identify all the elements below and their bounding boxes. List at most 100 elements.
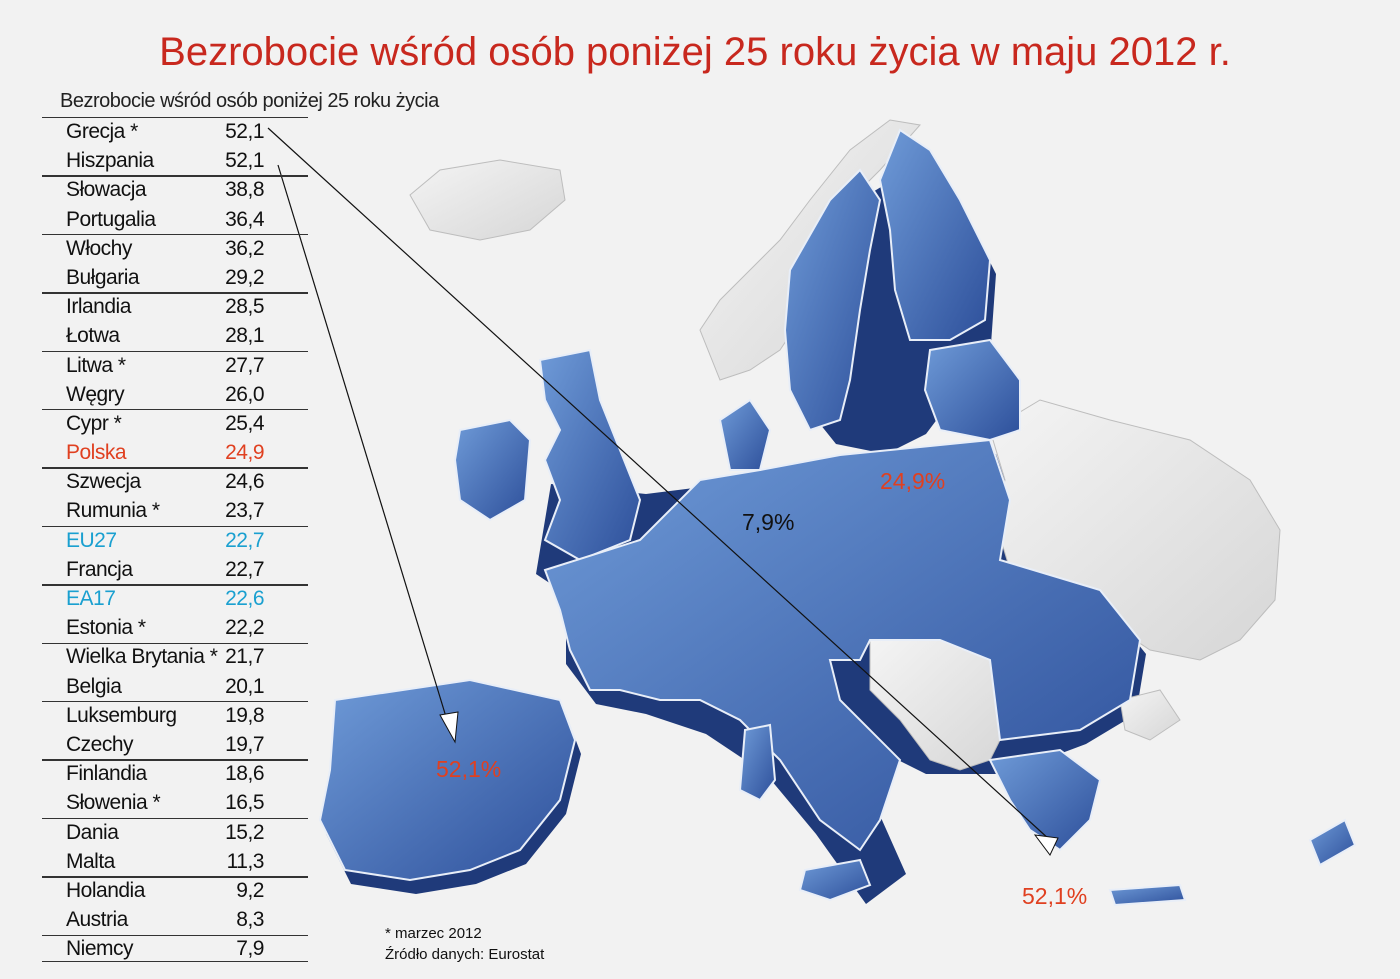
unemployment-value: 22,6 xyxy=(225,587,264,610)
unemployment-value: 36,4 xyxy=(225,207,264,231)
country-name: EU27 xyxy=(66,528,117,552)
table-rule xyxy=(42,584,308,586)
country-name: Estonia * xyxy=(66,616,146,640)
table-row: Włochy 36,2 xyxy=(42,234,308,263)
country-name: Austria xyxy=(66,908,128,932)
unemployment-value: 28,5 xyxy=(225,295,264,319)
country-name: Malta xyxy=(66,849,115,873)
unemployment-value: 52,1 xyxy=(225,149,264,173)
table-row: Polska 24,9 xyxy=(42,438,308,467)
table-rule xyxy=(42,350,308,352)
country-name: Litwa * xyxy=(66,353,126,377)
footnote-source: Źródło danych: Eurostat xyxy=(385,946,545,963)
table-row: EU27 22,7 xyxy=(42,526,308,555)
country-name: Holandia xyxy=(66,878,145,902)
country-name: Finlandia xyxy=(66,762,147,786)
table-rule xyxy=(42,876,308,878)
country-name: Słowacja xyxy=(66,178,147,202)
unemployment-value: 21,7 xyxy=(225,645,264,669)
table-row: Hiszpania 52,1 xyxy=(42,146,308,175)
unemployment-value: 26,0 xyxy=(225,382,264,406)
table-row: Portugalia 36,4 xyxy=(42,205,308,234)
table-row: Malta 11,3 xyxy=(42,847,308,876)
page-title: Bezrobocie wśród osób poniżej 25 roku ży… xyxy=(159,30,1231,74)
table-row: Luksemburg 19,8 xyxy=(42,701,308,730)
country-name: Cypr * xyxy=(66,411,122,435)
country-name: Łotwa xyxy=(66,324,120,348)
table-row: Słowenia * 16,5 xyxy=(42,788,308,817)
country-name: Wielka Brytania * xyxy=(66,645,218,669)
unemployment-value: 18,6 xyxy=(225,762,264,786)
table-row: Litwa * 27,7 xyxy=(42,351,308,380)
unemployment-value: 27,7 xyxy=(225,353,264,377)
table-rule xyxy=(42,175,308,177)
country-name: Portugalia xyxy=(66,207,156,231)
table-rule xyxy=(42,467,308,469)
table-rule xyxy=(42,525,308,528)
footnote-note: * marzec 2012 xyxy=(385,925,482,942)
table-row: Austria 8,3 xyxy=(42,905,308,934)
country-name: EA17 xyxy=(66,587,116,610)
table-rule xyxy=(42,759,308,761)
table-rule xyxy=(42,934,308,936)
table-row: Szwecja 24,6 xyxy=(42,467,308,496)
table-rule xyxy=(42,117,308,119)
map-label-germany: 7,9% xyxy=(742,509,795,535)
table-row: Bułgaria 29,2 xyxy=(42,263,308,292)
table-row: Łotwa 28,1 xyxy=(42,321,308,350)
country-name: Polska xyxy=(66,441,127,465)
country-name: Hiszpania xyxy=(66,149,154,173)
table-row: Cypr * 25,4 xyxy=(42,409,308,438)
table-rule xyxy=(42,701,308,703)
table-row: Holandia 9,2 xyxy=(42,876,308,905)
table-row: Niemcy 7,9 xyxy=(42,934,308,963)
country-name: Grecja * xyxy=(66,120,138,143)
table-row: Czechy 19,7 xyxy=(42,730,308,759)
country-name: Luksemburg xyxy=(66,703,177,727)
country-name: Włochy xyxy=(66,236,132,260)
table-header: Bezrobocie wśród osób poniżej 25 roku ży… xyxy=(60,90,439,112)
unemployment-value: 20,1 xyxy=(225,674,264,698)
unemployment-value: 52,1 xyxy=(225,120,264,143)
unemployment-value: 36,2 xyxy=(225,236,264,260)
unemployment-value: 38,8 xyxy=(225,178,264,202)
table-rule xyxy=(42,960,308,963)
table-rule xyxy=(42,292,308,294)
unemployment-value: 22,7 xyxy=(225,528,264,552)
unemployment-value: 16,5 xyxy=(225,791,264,815)
country-name: Rumunia * xyxy=(66,499,160,523)
country-name: Dania xyxy=(66,820,119,844)
table-rule xyxy=(42,817,308,820)
country-name: Słowenia * xyxy=(66,791,161,815)
unemployment-value: 29,2 xyxy=(225,265,264,289)
table-row: Belgia 20,1 xyxy=(42,672,308,701)
table-row: Słowacja 38,8 xyxy=(42,175,308,204)
unemployment-table: Grecja * 52,1 Hiszpania 52,1 Słowacja 38,8 Por… xyxy=(42,117,308,963)
table-rule xyxy=(42,409,308,411)
unemployment-value: 22,2 xyxy=(225,616,264,640)
map-label-greece: 52,1% xyxy=(1022,883,1088,909)
table-rule xyxy=(42,233,308,236)
table-row: Finlandia 18,6 xyxy=(42,759,308,788)
table-row: Francja 22,7 xyxy=(42,555,308,584)
unemployment-value: 19,7 xyxy=(225,732,264,756)
country-name: Niemcy xyxy=(66,937,134,961)
unemployment-value: 28,1 xyxy=(225,324,264,348)
unemployment-value: 7,9 xyxy=(236,937,264,961)
table-rule xyxy=(42,642,308,644)
country-name: Bułgaria xyxy=(66,265,140,289)
map-label-spain: 52,1% xyxy=(436,756,502,782)
table-row: Węgry 26,0 xyxy=(42,380,308,409)
unemployment-value: 24,9 xyxy=(225,441,264,465)
country-name: Francja xyxy=(66,557,133,581)
unemployment-value: 11,3 xyxy=(226,849,265,873)
table-row: EA17 22,6 xyxy=(42,584,308,613)
unemployment-value: 23,7 xyxy=(225,499,264,523)
unemployment-value: 15,2 xyxy=(225,820,264,844)
table-row: Irlandia 28,5 xyxy=(42,292,308,321)
country-name: Belgia xyxy=(66,674,122,698)
country-name: Czechy xyxy=(66,732,134,756)
unemployment-value: 8,3 xyxy=(236,908,264,932)
table-row: Dania 15,2 xyxy=(42,818,308,847)
